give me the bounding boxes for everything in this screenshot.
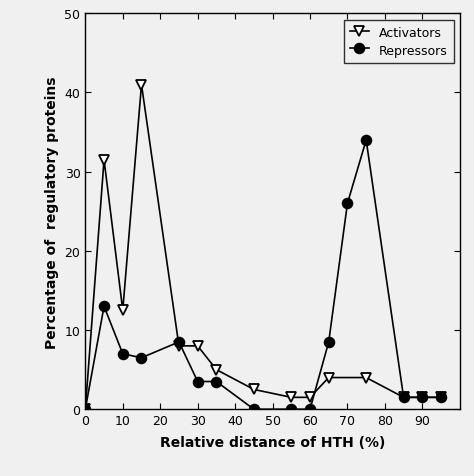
Repressors — [176, 339, 182, 345]
X-axis label: Relative distance of HTH (%): Relative distance of HTH (%) — [160, 436, 385, 449]
Repressors — [213, 379, 219, 385]
Line: Activators: Activators — [81, 80, 446, 414]
Repressors — [101, 304, 107, 309]
Repressors — [345, 201, 350, 207]
Repressors — [195, 379, 201, 385]
Activators — [82, 407, 88, 412]
Repressors — [288, 407, 294, 412]
Activators — [213, 367, 219, 373]
Activators — [363, 375, 369, 381]
Repressors — [120, 351, 126, 357]
Activators — [138, 82, 144, 88]
Repressors — [138, 355, 144, 361]
Activators — [438, 395, 444, 400]
Activators — [176, 343, 182, 349]
Activators — [401, 395, 406, 400]
Activators — [195, 343, 201, 349]
Activators — [307, 395, 313, 400]
Repressors — [419, 395, 425, 400]
Repressors — [438, 395, 444, 400]
Activators — [251, 387, 256, 392]
Repressors — [326, 339, 331, 345]
Activators — [326, 375, 331, 381]
Activators — [419, 395, 425, 400]
Activators — [101, 158, 107, 163]
Repressors — [251, 407, 256, 412]
Activators — [288, 395, 294, 400]
Legend: Activators, Repressors: Activators, Repressors — [344, 20, 454, 64]
Repressors — [307, 407, 313, 412]
Repressors — [82, 407, 88, 412]
Line: Repressors: Repressors — [81, 136, 446, 414]
Repressors — [401, 395, 406, 400]
Activators — [120, 307, 126, 313]
Repressors — [363, 138, 369, 144]
Y-axis label: Percentage of  regulatory proteins: Percentage of regulatory proteins — [45, 76, 59, 348]
